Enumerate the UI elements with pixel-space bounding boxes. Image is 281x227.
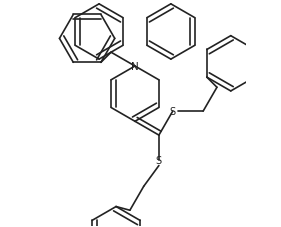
Text: S: S (156, 155, 162, 165)
Text: N: N (131, 62, 139, 72)
Text: S: S (170, 107, 176, 117)
